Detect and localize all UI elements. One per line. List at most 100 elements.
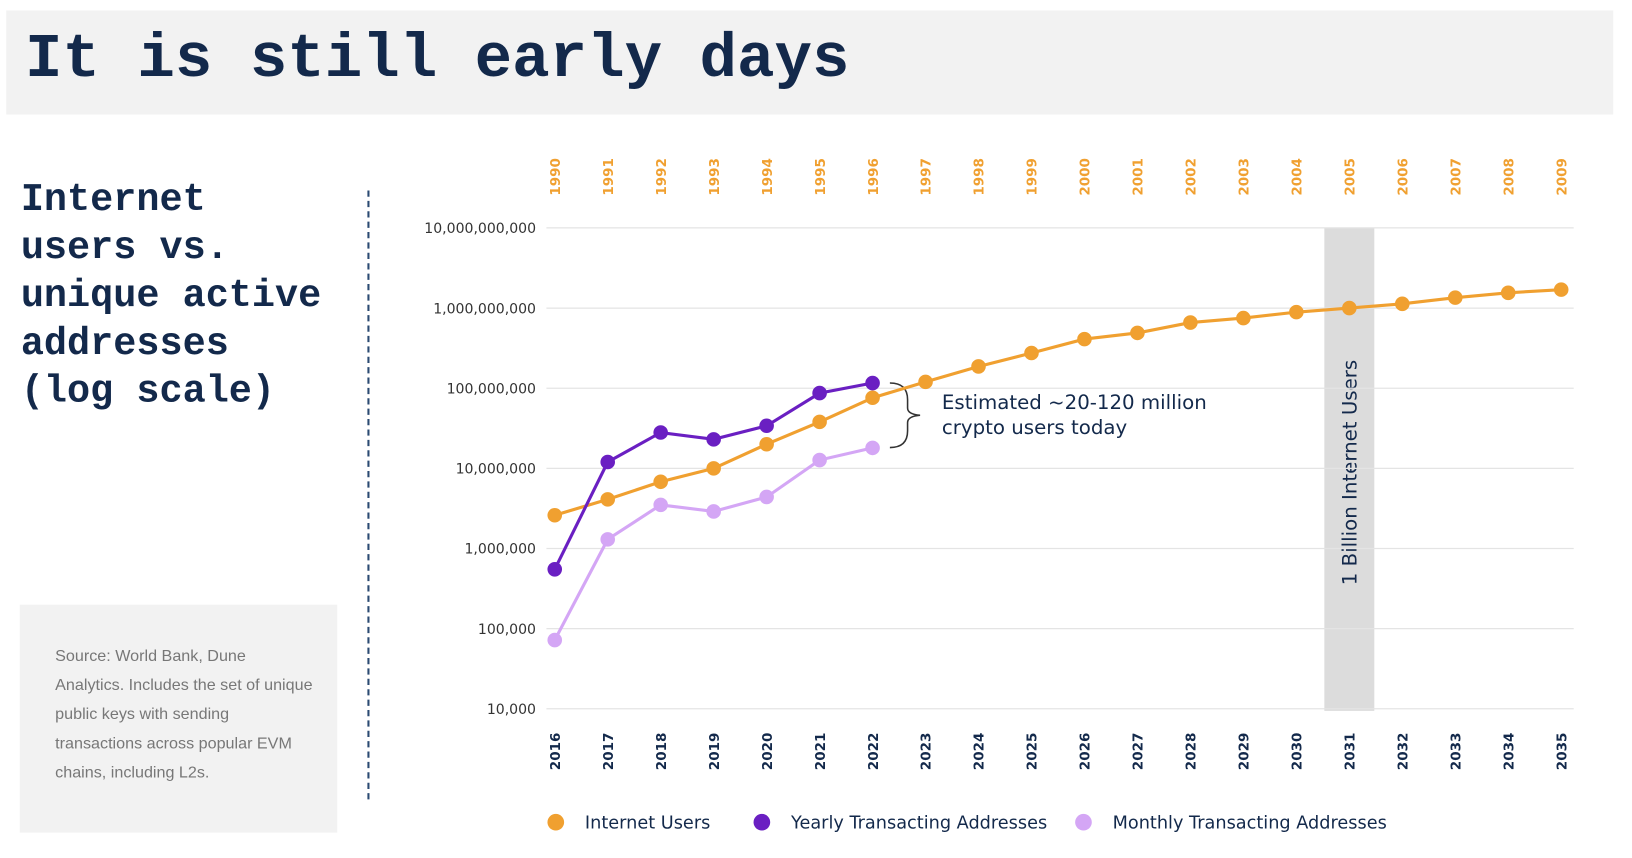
x-tick-label: 2020 (760, 733, 776, 771)
top-tick-label: 2008 (1501, 158, 1517, 196)
data-point (812, 385, 827, 401)
annotation: crypto users today (942, 416, 1128, 439)
top-tick-label: 1994 (760, 158, 776, 196)
header: It is still early days (6, 10, 1614, 115)
x-tick-label: 2024 (972, 733, 988, 771)
annotation: Estimated ~20-120 million (942, 391, 1207, 414)
side-title: Internet users vs. unique active address… (20, 179, 322, 415)
x-tick-label: 2021 (813, 733, 829, 771)
data-point (812, 452, 827, 468)
data-point (1024, 345, 1039, 361)
data-point (706, 432, 721, 447)
x-tick-label: 2032 (1395, 733, 1411, 771)
top-tick-label: 1991 (601, 158, 617, 196)
top-tick-label: 1996 (866, 158, 882, 196)
x-tick-label: 2018 (654, 733, 670, 771)
top-tick-label: 2005 (1343, 158, 1359, 196)
data-point (1342, 300, 1357, 316)
x-tick-label: 2019 (707, 733, 723, 771)
x-tick-label: 2030 (1290, 733, 1306, 771)
data-point (1130, 325, 1145, 341)
data-point (1500, 285, 1516, 301)
data-point (1236, 310, 1251, 326)
data-point (918, 374, 933, 390)
top-tick-label: 2000 (1078, 158, 1094, 196)
data-point (706, 504, 721, 519)
top-tick-label: 2006 (1395, 158, 1411, 196)
y-tick-label: 10,000,000,000 (424, 221, 536, 237)
top-tick-label: 1999 (1025, 158, 1041, 196)
top-tick-label: 1995 (813, 158, 829, 196)
top-tick-label: 2004 (1290, 158, 1306, 196)
x-tick-label: 2027 (1131, 733, 1147, 771)
data-point (600, 454, 616, 470)
x-tick-label: 2033 (1448, 733, 1464, 771)
x-tick-label: 2029 (1237, 733, 1253, 771)
data-point (865, 375, 880, 391)
top-tick-label: 1997 (919, 158, 935, 196)
divider (367, 190, 370, 800)
data-point (653, 425, 668, 440)
legend-label: Yearly Transacting Addresses (790, 813, 1047, 833)
source-note: Source: World Bank, Dune Analytics. Incl… (55, 647, 313, 782)
band-label: 1 Billion Internet Users (1339, 360, 1362, 585)
x-tick-label: 2028 (1184, 733, 1200, 771)
y-tick-label: 100,000,000 (447, 381, 536, 397)
data-point (1183, 315, 1198, 330)
data-point (812, 414, 827, 430)
x-tick-label: 2023 (919, 733, 935, 771)
top-tick-label: 2003 (1237, 158, 1253, 196)
top-tick-label: 1998 (972, 158, 988, 196)
x-tick-label: 2034 (1501, 733, 1517, 771)
top-tick-label: 2001 (1131, 158, 1147, 196)
legend-label: Internet Users (585, 813, 710, 833)
data-point (759, 418, 774, 434)
top-tick-label: 2002 (1184, 158, 1200, 196)
top-tick-label: 1990 (548, 158, 564, 196)
data-point (1077, 331, 1092, 347)
data-point (865, 390, 880, 406)
data-point (547, 507, 563, 523)
annotation-brace (889, 382, 921, 449)
y-tick-label: 1,000,000,000 (433, 301, 536, 317)
data-point (547, 562, 563, 577)
data-point (1553, 282, 1569, 297)
top-tick-label: 2007 (1448, 158, 1464, 196)
data-point (547, 632, 563, 648)
data-point (1289, 304, 1304, 320)
top-tick-label: 1992 (654, 158, 670, 196)
data-point (971, 359, 986, 374)
source-box: Source: World Bank, Dune Analytics. Incl… (19, 604, 338, 833)
x-tick-label: 2016 (548, 733, 564, 771)
x-tick-label: 2025 (1025, 733, 1041, 771)
data-point (653, 474, 668, 490)
data-point (600, 492, 616, 507)
top-tick-label: 2009 (1554, 158, 1570, 196)
data-point (759, 436, 774, 452)
x-tick-label: 2026 (1078, 733, 1094, 771)
y-tick-label: 10,000,000 (456, 462, 536, 478)
legend-swatch (753, 813, 771, 831)
y-tick-label: 10,000 (487, 702, 536, 718)
data-point (653, 497, 668, 513)
x-tick-label: 2022 (866, 733, 882, 771)
header-title: It is still early days (24, 24, 850, 96)
top-tick-label: 1993 (707, 158, 723, 196)
data-point (865, 440, 880, 456)
data-point (1447, 290, 1463, 305)
data-point (600, 532, 616, 547)
legend-swatch (547, 813, 565, 831)
data-point (1395, 296, 1410, 312)
series-line (554, 288, 1562, 517)
data-point (759, 489, 774, 505)
y-tick-label: 1,000,000 (465, 542, 537, 558)
x-tick-label: 2031 (1343, 733, 1359, 771)
legend-label: Monthly Transacting Addresses (1113, 813, 1387, 833)
y-tick-label: 100,000 (478, 622, 536, 638)
x-tick-label: 2017 (601, 733, 617, 771)
legend-swatch (1075, 813, 1092, 831)
x-tick-label: 2035 (1554, 733, 1570, 771)
